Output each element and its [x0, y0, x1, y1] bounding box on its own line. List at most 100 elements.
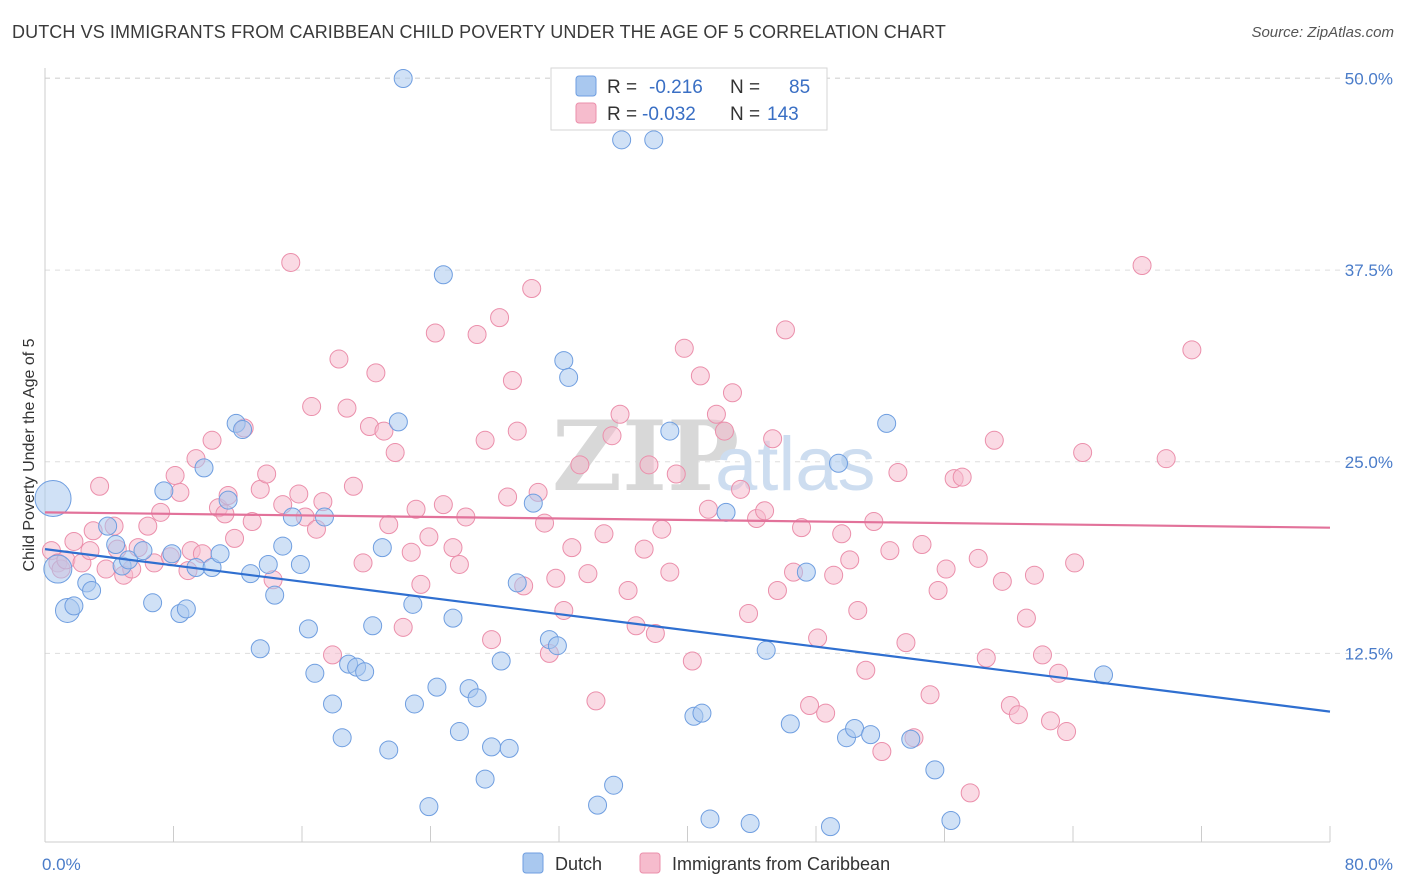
caribbean-point-95	[706, 404, 726, 424]
caribbean-point-74	[546, 568, 566, 588]
legend-r-value-dutch: -0.216	[649, 77, 703, 98]
caribbean-point-124	[936, 559, 956, 579]
caribbean-point-42	[323, 645, 343, 665]
caribbean-point-77	[570, 455, 590, 475]
dutch-point-17	[194, 458, 214, 478]
caribbean-point-58	[433, 495, 453, 515]
legend-r-label-dutch: R =	[607, 77, 637, 98]
caribbean-point-89	[660, 562, 680, 582]
caribbean-point-63	[475, 430, 495, 450]
caribbean-point-72	[535, 513, 555, 533]
dutch-point-65	[644, 130, 664, 150]
caribbean-point-57	[425, 323, 445, 343]
dutch-point-29	[290, 554, 310, 574]
caribbean-point-39	[302, 397, 322, 417]
caribbean-point-98	[731, 479, 751, 499]
caribbean-point-15	[138, 516, 158, 536]
dutch-point-43	[403, 594, 423, 614]
dutch-point-78	[845, 718, 865, 738]
caribbean-point-66	[498, 487, 518, 507]
caribbean-point-80	[594, 524, 614, 544]
caribbean-point-94	[698, 499, 718, 519]
caribbean-point-56	[419, 527, 439, 547]
caribbean-point-107	[800, 695, 820, 715]
caribbean-point-55	[411, 574, 431, 594]
dutch-point-26	[265, 585, 285, 605]
dutch-point-63	[604, 775, 624, 795]
bottom-legend-label-caribbean: Immigrants from Caribbean	[672, 854, 890, 874]
caribbean-point-88	[652, 519, 672, 539]
caribbean-point-54	[406, 499, 426, 519]
bottom-legend-swatch-dutch	[522, 852, 544, 874]
caribbean-point-143	[1156, 449, 1176, 469]
y-tick-label-3: 50.0%	[1345, 70, 1393, 89]
y-tick-label-1: 25.0%	[1345, 453, 1393, 472]
dutch-point-48	[443, 608, 463, 628]
caribbean-point-97	[722, 383, 742, 403]
caribbean-point-119	[896, 633, 916, 653]
dutch-point-52	[475, 769, 495, 789]
caribbean-point-123	[928, 581, 948, 601]
caribbean-point-83	[618, 581, 638, 601]
caribbean-point-31	[242, 512, 262, 532]
dutch-point-76	[828, 453, 848, 473]
y-tick-label-2: 37.5%	[1345, 261, 1393, 280]
caribbean-point-17	[151, 502, 171, 522]
bottom-legend-swatch-caribbean	[639, 852, 661, 874]
caribbean-point-111	[832, 524, 852, 544]
caribbean-point-45	[343, 476, 363, 496]
dutch-point-82	[925, 760, 945, 780]
caribbean-point-62	[467, 325, 487, 345]
dutch-point-12	[154, 481, 174, 501]
caribbean-point-25	[202, 430, 222, 450]
dutch-point-6	[98, 516, 118, 536]
dutch-point-15	[176, 599, 196, 619]
dutch-point-57	[523, 493, 543, 513]
caribbean-point-110	[824, 565, 844, 585]
caribbean-point-33	[257, 464, 277, 484]
dutch-point-0	[34, 480, 72, 518]
dutch-point-10	[133, 541, 153, 561]
caribbean-point-37	[289, 484, 309, 504]
dutch-point-51	[467, 688, 487, 708]
dutch-point-80	[877, 413, 897, 433]
y-tick-label-0: 12.5%	[1345, 644, 1393, 663]
legend-swatch-caribbean	[575, 102, 597, 124]
bottom-legend-label-dutch: Dutch	[555, 854, 602, 874]
caribbean-point-131	[992, 571, 1012, 591]
legend-swatch-dutch	[575, 75, 597, 97]
dutch-point-60	[554, 351, 574, 371]
dutch-point-68	[692, 703, 712, 723]
caribbean-point-44	[337, 398, 357, 418]
dutch-point-69	[700, 809, 720, 829]
caribbean-point-86	[639, 455, 659, 475]
caribbean-point-130	[984, 430, 1004, 450]
dutch-point-55	[499, 738, 519, 758]
caribbean-point-36	[281, 252, 301, 272]
grid-lines	[45, 77, 1365, 654]
caribbean-point-121	[912, 535, 932, 555]
caribbean-point-102	[763, 429, 783, 449]
caribbean-point-122	[920, 685, 940, 705]
caribbean-point-90	[666, 464, 686, 484]
dutch-point-72	[756, 640, 776, 660]
dutch-point-73	[780, 714, 800, 734]
dutch-point-83	[941, 810, 961, 830]
dutch-point-25	[258, 554, 278, 574]
axes	[44, 68, 1331, 843]
caribbean-point-116	[872, 741, 892, 761]
dutch-point-1	[43, 554, 73, 584]
y-tick-labels: 12.5% 25.0% 37.5% 50.0%	[1345, 70, 1393, 664]
dutch-point-40	[379, 740, 399, 760]
caribbean-point-87	[645, 623, 665, 643]
caribbean-point-92	[682, 651, 702, 671]
caribbean-point-76	[562, 538, 582, 558]
trend-lines	[44, 511, 1331, 713]
dutch-point-49	[449, 722, 469, 742]
caribbean-point-4	[64, 531, 84, 551]
dutch-point-45	[419, 797, 439, 817]
x-tick-label-0: 0.0%	[42, 855, 81, 874]
caribbean-point-128	[968, 548, 988, 568]
x-tick-label-1: 80.0%	[1345, 855, 1393, 874]
